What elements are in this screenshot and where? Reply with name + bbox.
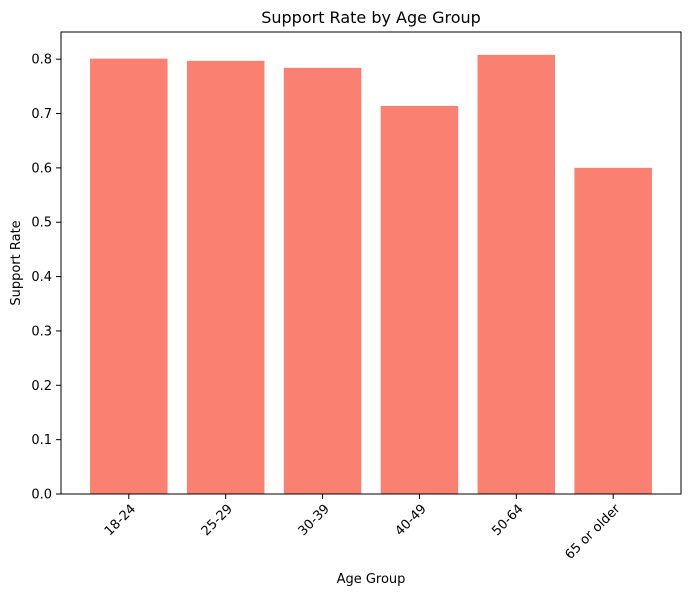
bar-50-64 [477, 54, 556, 494]
chart-title: Support Rate by Age Group [261, 8, 481, 27]
bar-18-24 [90, 58, 168, 494]
x-tick-label: 25-29 [199, 502, 236, 539]
x-tick-label: 65 or older [562, 501, 623, 562]
y-tick-label: 0.3 [31, 324, 52, 339]
y-axis-label: Support Rate [9, 220, 24, 305]
x-tick-label: 18-24 [102, 502, 139, 539]
y-tick-label: 0.1 [31, 433, 52, 448]
x-axis-ticks: 18-24 25-29 30-39 40-49 50-64 65 or older [102, 494, 624, 563]
y-tick-label: 0.2 [31, 379, 52, 394]
y-axis-ticks: 0.0 0.1 0.2 0.3 0.4 0.5 0.6 0.7 0.8 [31, 53, 61, 503]
y-tick-label: 0.0 [31, 488, 52, 503]
bar-30-39 [283, 67, 362, 495]
bar-25-29 [186, 60, 265, 495]
y-tick-label: 0.4 [31, 270, 52, 285]
bar-40-49 [380, 105, 459, 495]
plot-frame [60, 31, 682, 495]
x-tick-label: 50-64 [489, 502, 526, 539]
bars-group [90, 54, 652, 495]
y-tick-label: 0.8 [31, 53, 52, 68]
y-tick-label: 0.7 [31, 107, 52, 122]
y-tick-label: 0.5 [31, 216, 52, 231]
x-tick-label: 40-49 [392, 502, 429, 539]
bar-65-or-older [574, 167, 652, 494]
y-tick-label: 0.6 [31, 161, 52, 176]
x-tick-label: 30-39 [296, 502, 333, 539]
x-axis-label: Age Group [337, 572, 406, 587]
